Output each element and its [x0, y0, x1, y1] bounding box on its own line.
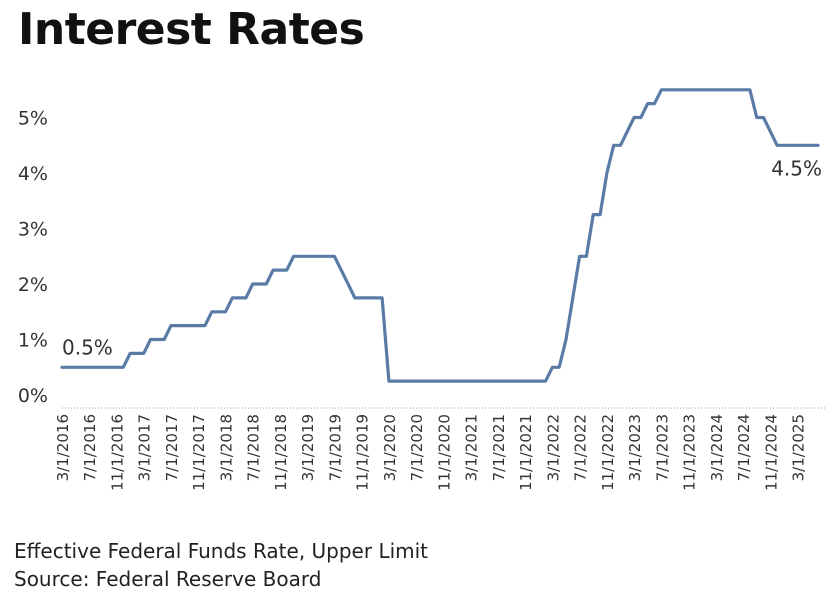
x-tick-label: 11/1/2018 [272, 414, 290, 491]
y-tick-label: 3% [18, 219, 48, 241]
x-tick-label: 7/1/2020 [408, 414, 426, 481]
x-tick-label: 11/1/2017 [190, 414, 208, 491]
interest-rate-line-chart: 0% 1% 2% 3% 4% 5% 3/1/2016 7/1/2016 11/1/2016 3/1… [18, 88, 826, 491]
x-tick-label: 3/1/2025 [790, 414, 808, 481]
x-tick-label: 3/1/2016 [54, 414, 72, 481]
y-tick-label: 1% [18, 330, 48, 352]
source-note: Source: Federal Reserve Board [14, 567, 322, 591]
x-tick-label: 11/1/2024 [762, 414, 780, 491]
x-tick-label: 7/1/2023 [653, 414, 671, 481]
y-tick-label: 2% [18, 274, 48, 296]
x-tick-label: 7/1/2017 [163, 414, 181, 481]
x-tick-label: 7/1/2019 [326, 414, 344, 481]
x-tick-label: 7/1/2024 [735, 414, 753, 481]
x-tick-label: 3/1/2023 [626, 414, 644, 481]
x-tick-label: 7/1/2016 [81, 414, 99, 481]
page-title: Interest Rates [18, 4, 365, 55]
x-tick-label: 7/1/2022 [572, 414, 590, 481]
x-tick-label: 3/1/2019 [299, 414, 317, 481]
x-tick-label: 3/1/2022 [544, 414, 562, 481]
x-tick-label: 11/1/2022 [599, 414, 617, 491]
x-tick-label: 11/1/2020 [435, 414, 453, 491]
x-tick-label: 11/1/2021 [517, 414, 535, 491]
x-tick-label: 11/1/2023 [681, 414, 699, 491]
x-tick-label: 7/1/2018 [245, 414, 263, 481]
y-tick-label: 4% [18, 163, 48, 185]
x-tick-label: 11/1/2016 [108, 414, 126, 491]
x-tick-label: 3/1/2024 [708, 414, 726, 481]
y-tick-label: 5% [18, 108, 48, 130]
y-tick-label: 0% [18, 385, 48, 407]
x-tick-label: 7/1/2021 [490, 414, 508, 481]
x-tick-label: 11/1/2019 [354, 414, 372, 491]
series-description: Effective Federal Funds Rate, Upper Limi… [14, 539, 429, 563]
x-tick-label: 3/1/2017 [136, 414, 154, 481]
x-tick-label: 3/1/2020 [381, 414, 399, 481]
chart-footer: Effective Federal Funds Rate, Upper Limi… [14, 537, 428, 593]
end-value-label: 4.5% [771, 156, 822, 180]
start-value-label: 0.5% [62, 335, 113, 359]
x-tick-label: 3/1/2018 [217, 414, 235, 481]
x-tick-label: 3/1/2021 [463, 414, 481, 481]
rate-series-line [60, 88, 820, 383]
